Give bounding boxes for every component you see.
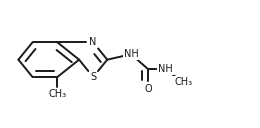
Text: CH₃: CH₃: [174, 77, 192, 87]
Text: O: O: [145, 84, 152, 94]
Text: CH₃: CH₃: [48, 89, 67, 99]
Text: NH: NH: [158, 64, 173, 74]
Text: S: S: [90, 72, 96, 82]
Text: N: N: [89, 37, 97, 47]
Text: NH: NH: [124, 49, 139, 59]
